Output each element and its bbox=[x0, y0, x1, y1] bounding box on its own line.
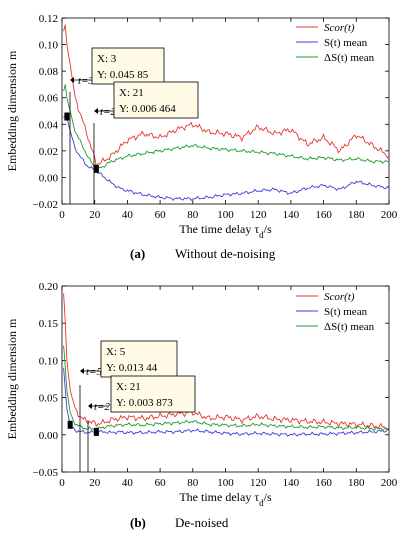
y-tick-label: 0.04 bbox=[39, 119, 59, 131]
x-tick-label: 0 bbox=[59, 209, 65, 221]
x-tick-label: 180 bbox=[348, 477, 365, 489]
datatip-box bbox=[100, 340, 178, 378]
datatip-box bbox=[91, 47, 165, 85]
x-tick-label: 80 bbox=[187, 209, 199, 221]
series-line-2 bbox=[63, 114, 390, 202]
legend-label: S(t) mean bbox=[324, 37, 368, 49]
x-tick-label: 160 bbox=[315, 477, 332, 489]
caption-label: (a) bbox=[130, 246, 145, 261]
datatip-y-text: Y: 0.003 873 bbox=[116, 397, 173, 409]
legend: Scor(t) S(t) mean ΔS(t) mean bbox=[296, 22, 375, 64]
x-tick-label: 120 bbox=[250, 209, 267, 221]
x-tick-label: 120 bbox=[250, 477, 267, 489]
legend-label: ΔS(t) mean bbox=[324, 52, 375, 64]
series-line-1 bbox=[63, 293, 390, 431]
datatip-x-text: X: 3 bbox=[97, 53, 117, 65]
x-tick-label: 60 bbox=[155, 477, 167, 489]
datatip-y-text: Y: 0.013 44 bbox=[106, 362, 158, 374]
caption-text: De-noised bbox=[175, 515, 229, 530]
x-tick-label: 140 bbox=[283, 477, 300, 489]
x-tick-label: 180 bbox=[348, 209, 365, 221]
x-tick-label: 100 bbox=[217, 477, 234, 489]
datatip-y-text: Y: 0.006 464 bbox=[119, 103, 176, 115]
x-tick-label: 160 bbox=[315, 209, 332, 221]
datatip-box bbox=[113, 81, 199, 119]
y-tick-label: 0.06 bbox=[39, 93, 59, 105]
datatip-y-text: Y: 0.045 85 bbox=[97, 69, 149, 81]
legend-label: Scor(t) bbox=[324, 291, 355, 303]
datatip-marker bbox=[93, 164, 99, 173]
x-tick-label: 20 bbox=[89, 209, 101, 221]
x-axis-label: The time delay τd/s bbox=[179, 222, 272, 240]
y-tick-label: 0.10 bbox=[39, 355, 59, 367]
legend: Scor(t) S(t) mean ΔS(t) mean bbox=[296, 291, 375, 333]
datatip-marker-label: t=5 bbox=[86, 366, 102, 378]
x-tick-label: 80 bbox=[187, 477, 199, 489]
y-tick-label: 0.02 bbox=[39, 146, 58, 158]
x-tick-label: 200 bbox=[381, 477, 398, 489]
legend-label: S(t) mean bbox=[324, 306, 368, 318]
y-tick-label: 0.08 bbox=[39, 66, 59, 78]
legend-label: Scor(t) bbox=[324, 22, 355, 34]
series-line-2 bbox=[63, 367, 390, 437]
datatip-marker-label: t=3 bbox=[78, 75, 94, 87]
datatip-box bbox=[110, 375, 196, 413]
x-tick-label: 200 bbox=[381, 209, 398, 221]
y-axis-label: Embedding dimension m bbox=[5, 50, 19, 171]
datatip-arrowhead bbox=[94, 108, 98, 114]
y-tick-label: −0.05 bbox=[33, 467, 59, 479]
series-line-1 bbox=[63, 24, 390, 168]
y-tick-label: 0.15 bbox=[39, 318, 59, 330]
y-axis-label: Embedding dimension m bbox=[5, 318, 19, 439]
series-line-3 bbox=[63, 84, 389, 172]
datatip-marker-label: t=21 bbox=[94, 401, 115, 413]
y-tick-label: 0.12 bbox=[39, 13, 58, 25]
caption-text: Without de-noising bbox=[175, 246, 276, 261]
x-axis-label: The time delay τd/s bbox=[179, 490, 272, 508]
panel-b-denoised: 0 20 40 60 80 100 120 140 160 180 200 −0.05 0.00 0.05… bbox=[5, 281, 398, 530]
datatip-arrowhead bbox=[80, 368, 84, 374]
x-tick-label: 40 bbox=[122, 477, 134, 489]
legend-label: ΔS(t) mean bbox=[324, 321, 375, 333]
datatip-marker bbox=[64, 112, 70, 121]
y-tick-label: −0.02 bbox=[33, 199, 58, 211]
datatip-x-text: X: 5 bbox=[106, 346, 126, 358]
panel-a-without-denoising: 0 20 40 60 80 100 120 140 160 180 200 −0.02 0.00 0.02… bbox=[5, 13, 398, 261]
y-tick-label: 0.00 bbox=[39, 430, 59, 442]
y-tick-label: 0.20 bbox=[39, 281, 59, 293]
datatip-x-text: X: 21 bbox=[116, 381, 141, 393]
datatip-marker bbox=[93, 427, 99, 436]
series-line-3 bbox=[63, 345, 389, 432]
caption-label: (b) bbox=[130, 515, 146, 530]
x-tick-label: 0 bbox=[59, 477, 65, 489]
x-tick-label: 40 bbox=[122, 209, 134, 221]
datatip-x-text: X: 21 bbox=[119, 87, 144, 99]
datatip-arrowhead bbox=[70, 77, 74, 83]
datatip-marker bbox=[67, 420, 73, 429]
x-tick-label: 20 bbox=[89, 477, 101, 489]
y-tick-label: 0.10 bbox=[39, 40, 59, 52]
y-tick-label: 0.00 bbox=[39, 172, 59, 184]
x-tick-label: 140 bbox=[283, 209, 300, 221]
x-tick-label: 60 bbox=[155, 209, 167, 221]
y-tick-label: 0.05 bbox=[39, 393, 59, 405]
x-tick-label: 100 bbox=[217, 209, 234, 221]
datatip-arrowhead bbox=[88, 403, 92, 409]
